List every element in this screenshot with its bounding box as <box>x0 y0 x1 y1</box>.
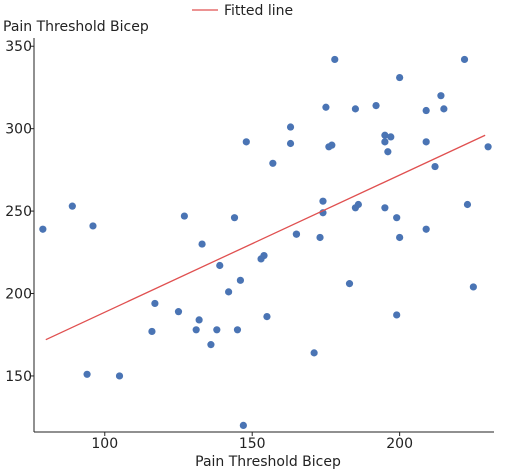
legend[interactable]: Fitted line <box>192 3 293 19</box>
data-point[interactable] <box>68 202 76 210</box>
data-point[interactable] <box>484 143 492 151</box>
data-point[interactable] <box>463 200 472 209</box>
data-point[interactable] <box>233 326 242 334</box>
data-point[interactable] <box>396 73 404 82</box>
data-point[interactable] <box>180 212 188 220</box>
data-point[interactable] <box>286 139 295 148</box>
data-point[interactable] <box>239 421 247 430</box>
data-point[interactable] <box>198 240 206 248</box>
data-point[interactable] <box>39 225 47 233</box>
data-point[interactable] <box>115 372 124 380</box>
data-point[interactable] <box>148 327 156 336</box>
x-tick-label: 100 <box>91 436 118 452</box>
data-point[interactable] <box>213 326 221 334</box>
data-point[interactable] <box>292 230 301 238</box>
data-point[interactable] <box>286 123 295 131</box>
data-point[interactable] <box>242 138 250 146</box>
data-point[interactable] <box>316 233 324 242</box>
data-point[interactable] <box>372 101 380 110</box>
data-point[interactable] <box>328 141 336 149</box>
data-point[interactable] <box>195 316 203 324</box>
data-point[interactable] <box>351 105 360 113</box>
data-point[interactable] <box>319 197 327 205</box>
data-point[interactable] <box>151 299 159 308</box>
data-point[interactable] <box>393 214 401 222</box>
fitted-line <box>45 134 486 341</box>
axes: 150 200 250 300 350 100 150 200 <box>5 38 494 452</box>
data-point[interactable] <box>236 276 245 284</box>
y-axis-title: Pain Threshold Bicep <box>3 19 149 35</box>
data-point[interactable] <box>89 222 97 230</box>
data-point[interactable] <box>269 159 277 167</box>
x-axis-title: Pain Threshold Bicep <box>195 454 341 470</box>
data-point[interactable] <box>422 106 430 115</box>
data-point[interactable] <box>422 225 430 233</box>
y-tick-label: 300 <box>5 122 32 138</box>
data-point[interactable] <box>469 283 477 291</box>
data-point[interactable] <box>310 349 318 357</box>
data-point[interactable] <box>384 148 392 156</box>
data-point[interactable] <box>393 311 401 319</box>
data-point[interactable] <box>260 252 268 260</box>
data-point[interactable] <box>422 138 430 146</box>
data-point[interactable] <box>331 55 339 64</box>
y-tick-label: 200 <box>5 287 32 303</box>
x-tick-label: 200 <box>386 436 413 452</box>
data-point[interactable] <box>345 280 354 288</box>
data-point[interactable] <box>83 370 91 378</box>
data-point[interactable] <box>440 105 448 113</box>
data-point[interactable] <box>216 261 224 270</box>
data-point[interactable] <box>225 288 233 296</box>
x-tick-label: 150 <box>239 436 266 452</box>
data-point[interactable] <box>396 233 404 242</box>
data-point[interactable] <box>207 341 215 349</box>
y-tick-label: 250 <box>5 204 32 220</box>
data-point[interactable] <box>322 103 330 111</box>
data-point[interactable] <box>230 214 239 222</box>
data-point[interactable] <box>263 313 271 321</box>
data-point[interactable] <box>387 133 395 141</box>
data-point[interactable] <box>431 162 439 171</box>
data-point[interactable] <box>381 131 389 139</box>
data-point[interactable] <box>381 204 389 212</box>
data-point[interactable] <box>192 326 200 334</box>
legend-fit-line-label: Fitted line <box>224 3 293 19</box>
y-tick-label: 150 <box>5 369 32 385</box>
data-point[interactable] <box>381 138 389 146</box>
y-tick-label: 350 <box>5 39 32 55</box>
data-point[interactable] <box>437 92 445 100</box>
data-point[interactable] <box>354 200 362 209</box>
data-point[interactable] <box>460 55 469 64</box>
plot-area <box>39 55 492 430</box>
data-point[interactable] <box>174 308 183 316</box>
